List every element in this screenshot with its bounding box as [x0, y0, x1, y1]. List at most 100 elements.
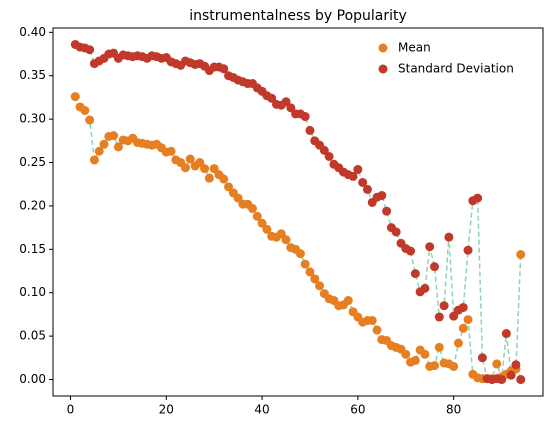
y-tick-label: 0.40 — [19, 25, 46, 39]
point — [434, 342, 444, 352]
point — [362, 184, 372, 194]
point — [204, 173, 214, 183]
point — [109, 131, 119, 141]
point — [166, 146, 176, 156]
series-line — [74, 96, 522, 380]
point — [453, 338, 463, 348]
point — [377, 191, 387, 201]
point — [85, 115, 95, 125]
point — [420, 283, 430, 293]
point — [410, 355, 420, 365]
y-tick-label: 0.20 — [19, 198, 46, 212]
point — [449, 361, 459, 371]
point — [348, 171, 358, 181]
point — [219, 174, 229, 184]
point — [434, 312, 444, 322]
legend-marker — [378, 64, 388, 74]
point — [286, 103, 296, 113]
point — [463, 245, 473, 255]
point — [477, 353, 487, 363]
point — [252, 211, 262, 221]
point — [430, 361, 440, 371]
chart-title: instrumentalness by Popularity — [189, 8, 407, 24]
point — [473, 193, 483, 203]
point — [305, 125, 315, 135]
point — [425, 242, 435, 252]
legend-label: Mean — [398, 41, 431, 55]
point — [300, 112, 310, 122]
point — [324, 151, 334, 161]
y-tick-label: 0.05 — [19, 329, 46, 343]
point — [444, 232, 454, 242]
point — [319, 145, 329, 155]
series-line — [74, 43, 522, 381]
x-tick-label: 0 — [67, 403, 75, 417]
point — [185, 154, 195, 164]
point — [310, 274, 320, 284]
point — [300, 259, 310, 269]
y-tick-label: 0.00 — [19, 372, 46, 386]
point — [430, 262, 440, 272]
point — [511, 360, 521, 370]
point — [420, 349, 430, 359]
point — [516, 250, 526, 260]
point — [463, 315, 473, 325]
point — [401, 349, 411, 359]
point — [358, 177, 368, 187]
point — [85, 45, 95, 55]
point — [262, 224, 272, 234]
point — [224, 182, 234, 192]
point — [458, 323, 468, 333]
point — [200, 164, 210, 174]
x-tick-label: 40 — [254, 403, 269, 417]
point — [372, 325, 382, 335]
point — [257, 218, 267, 228]
y-tick-label: 0.10 — [19, 285, 46, 299]
point — [449, 311, 459, 321]
point — [315, 281, 325, 291]
point — [343, 296, 353, 306]
plot-frame — [52, 27, 544, 397]
y-tick-label: 0.15 — [19, 242, 46, 256]
x-tick-label: 80 — [446, 403, 461, 417]
legend-marker — [378, 43, 388, 53]
point — [70, 92, 80, 102]
y-tick-label: 0.25 — [19, 155, 46, 169]
point — [209, 164, 219, 174]
legend-label: Standard Deviation — [398, 62, 514, 76]
point — [113, 142, 123, 152]
point — [501, 329, 511, 339]
point — [458, 302, 468, 312]
point — [276, 229, 286, 239]
point — [391, 227, 401, 237]
point — [516, 375, 526, 385]
point — [492, 359, 502, 369]
point — [353, 164, 363, 174]
point — [281, 97, 291, 107]
point — [295, 249, 305, 259]
point — [267, 93, 277, 103]
point — [180, 163, 190, 173]
point — [410, 269, 420, 279]
point — [94, 146, 104, 156]
point — [219, 64, 229, 74]
point — [406, 246, 416, 256]
point — [89, 155, 99, 165]
y-tick-label: 0.30 — [19, 112, 46, 126]
point — [506, 370, 516, 380]
point — [247, 204, 257, 214]
point — [305, 267, 315, 277]
x-tick-label: 60 — [350, 403, 365, 417]
point — [233, 193, 243, 203]
point — [439, 301, 449, 311]
point — [367, 315, 377, 325]
point — [281, 235, 291, 245]
x-tick-label: 20 — [159, 403, 174, 417]
point — [195, 158, 205, 168]
point — [80, 105, 90, 115]
point — [497, 375, 507, 385]
point — [382, 206, 392, 216]
y-tick-label: 0.35 — [19, 68, 46, 82]
point — [99, 139, 109, 149]
